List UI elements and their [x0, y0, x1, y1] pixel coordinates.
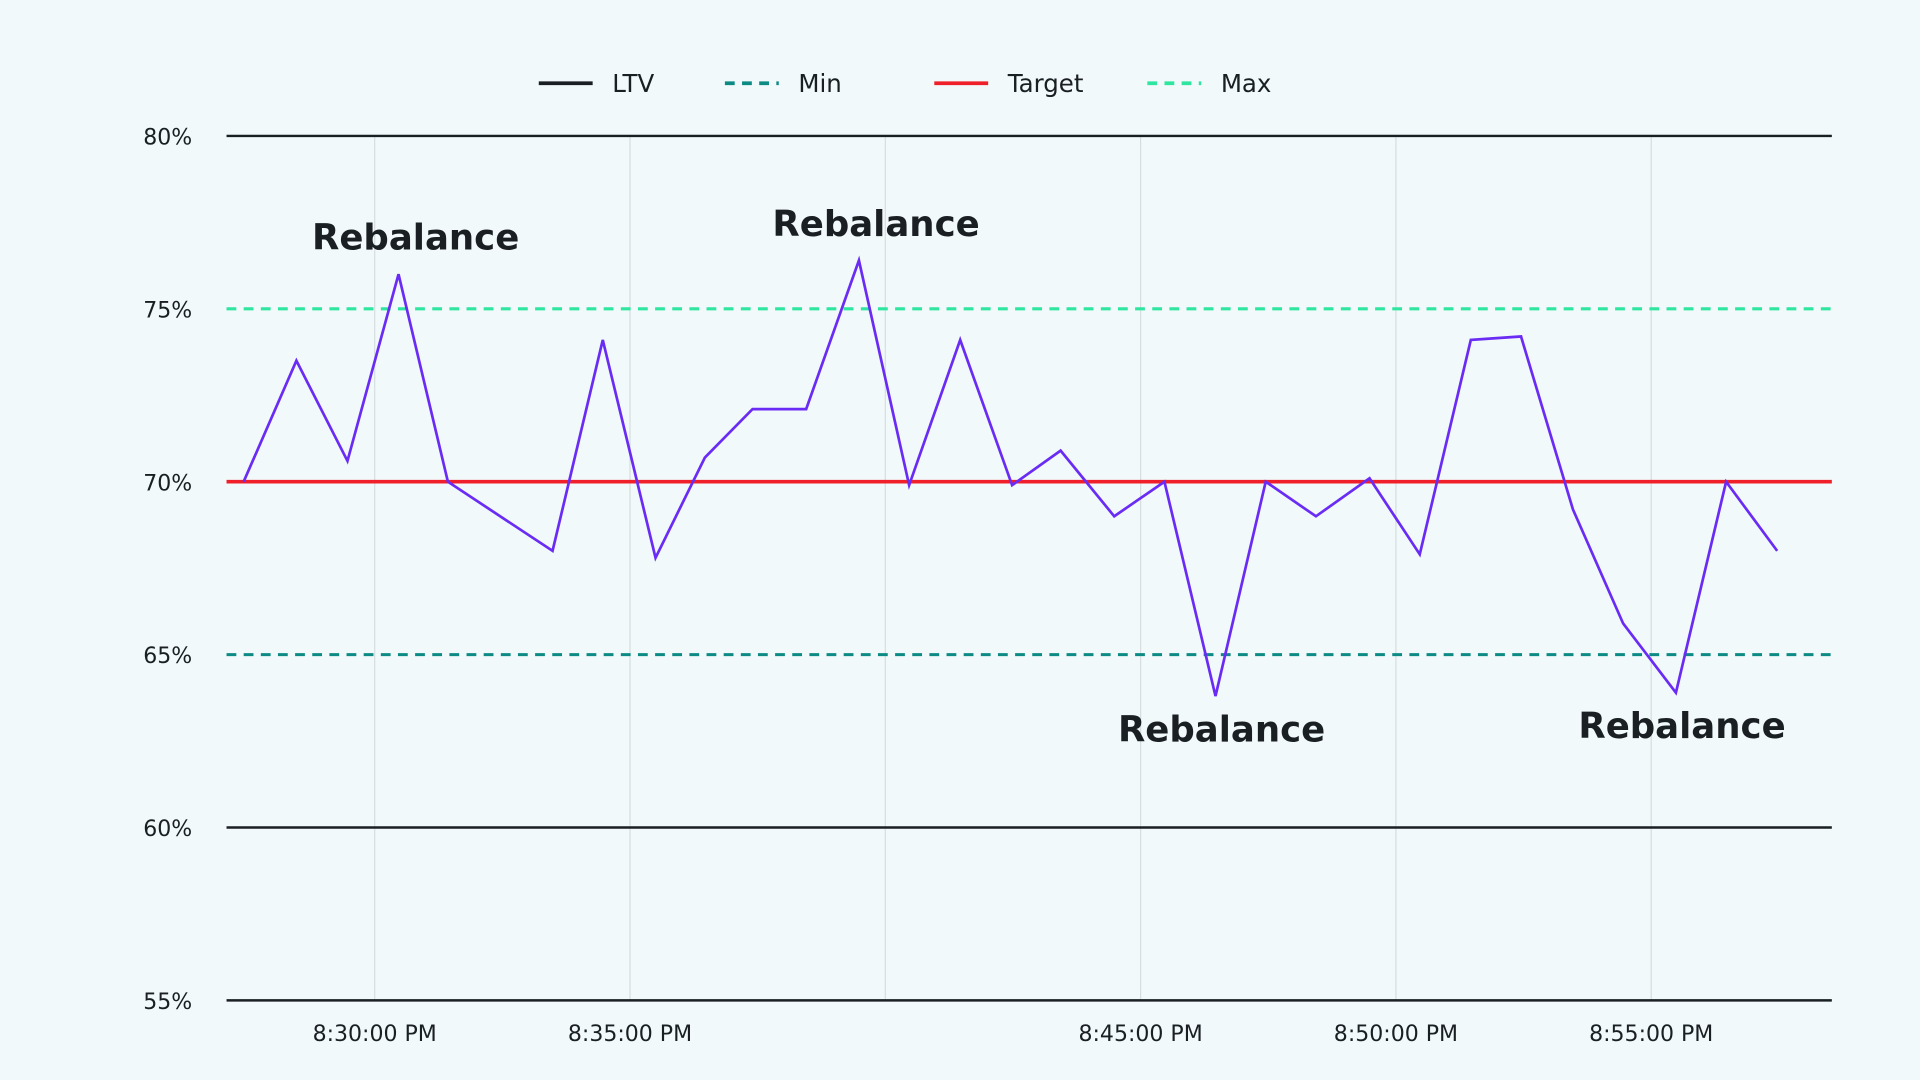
legend: LTV Min Target Max [538, 69, 1272, 98]
x-tick-label: 8:50:00 PM [1334, 1022, 1458, 1047]
y-tick-label: 65% [143, 644, 192, 669]
annotations: Rebalance Rebalance Rebalance Rebalance [312, 204, 1786, 750]
x-tick-label: 8:45:00 PM [1078, 1022, 1202, 1047]
legend-label-min: Min [798, 69, 841, 98]
y-axis: 55% 60% 65% 70% 75% 80% [143, 125, 1832, 1015]
legend-label-max: Max [1221, 69, 1272, 98]
x-tick-label: 8:30:00 PM [313, 1022, 437, 1047]
y-tick-label: 60% [143, 817, 192, 842]
legend-label-target: Target [1007, 69, 1084, 98]
y-tick-label: 55% [143, 990, 192, 1015]
rebalance-annotation: Rebalance [772, 204, 979, 245]
legend-label-ltv: LTV [612, 69, 654, 98]
x-tick-label: 8:35:00 PM [568, 1022, 692, 1047]
y-tick-label: 80% [143, 125, 192, 150]
rebalance-annotation: Rebalance [312, 218, 519, 259]
y-tick-label: 70% [143, 471, 192, 496]
reference-lines [226, 307, 1832, 657]
x-axis: 8:30:00 PM 8:35:00 PM 8:45:00 PM 8:50:00 PM… [313, 1022, 1714, 1047]
rebalance-annotation: Rebalance [1118, 709, 1325, 750]
ltv-line [242, 255, 1779, 697]
series [242, 255, 1779, 697]
y-tick-label: 75% [143, 298, 192, 323]
rebalance-annotation: Rebalance [1578, 706, 1785, 747]
grid [374, 135, 1652, 1001]
x-tick-label: 8:55:00 PM [1589, 1022, 1713, 1047]
